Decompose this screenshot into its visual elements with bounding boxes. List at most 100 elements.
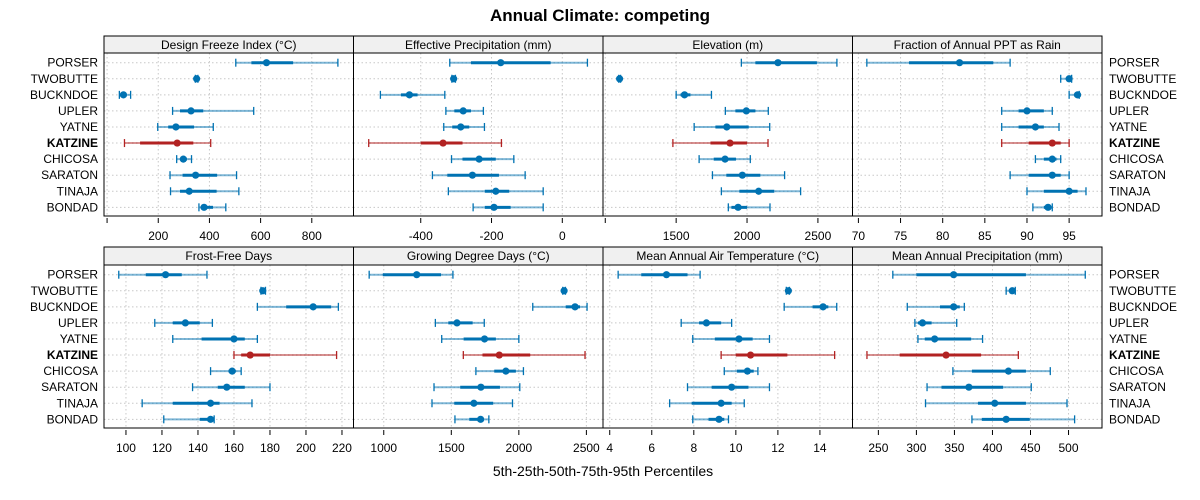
median-point (475, 155, 483, 163)
median-point (1065, 187, 1073, 195)
median-point (955, 59, 964, 67)
site-label-right: TWOBUTTE (1109, 284, 1176, 298)
x-tick-label: 200 (296, 441, 316, 455)
median-point (1048, 171, 1056, 179)
median-point (1044, 203, 1052, 211)
site-label-right: SARATON (1109, 168, 1166, 182)
site-label-right: UPLER (1109, 316, 1149, 330)
x-tick-label: 160 (224, 441, 244, 455)
panel-1: Design Freeze Index (°C) 200 400 600 800 (103, 35, 354, 243)
interval-bondad (971, 415, 1076, 424)
median-point (991, 399, 999, 407)
x-tick-label: -400 (409, 229, 433, 243)
median-point (172, 123, 180, 131)
site-label-left: CHICOSA (43, 152, 98, 166)
interval-chicosa (450, 155, 515, 164)
site-label-left: TWOBUTTE (31, 72, 98, 86)
interval-yatne (157, 122, 214, 131)
median-point (774, 59, 782, 67)
interval-twobutte (560, 286, 568, 295)
interval-yatne (443, 122, 486, 131)
median-point (965, 383, 973, 391)
site-label-left: YATNE (60, 332, 98, 346)
median-point (262, 59, 271, 67)
interval-upler (680, 318, 733, 327)
median-point (918, 319, 927, 327)
x-tick-label: 85 (978, 229, 992, 243)
interval-buckndoe (256, 302, 340, 311)
median-point (662, 271, 671, 279)
median-point (942, 351, 950, 359)
median-point (743, 367, 752, 375)
panel-title: Growing Degree Days (°C) (407, 249, 550, 263)
interval-katzine (672, 139, 769, 148)
interval-twobutte (450, 74, 458, 83)
interval-bondad (198, 203, 227, 212)
panel-border (852, 264, 1103, 429)
interval-bondad (692, 415, 730, 424)
interval-buckndoe (906, 302, 965, 311)
panel-title: Elevation (m) (692, 38, 763, 52)
median-point (1031, 123, 1040, 131)
x-tick-label: 10 (729, 441, 743, 455)
panel-title: Design Freeze Index (°C) (161, 38, 297, 52)
site-label-left: TINAJA (57, 184, 98, 198)
median-point (1048, 139, 1056, 147)
median-point (571, 303, 579, 311)
median-point (453, 319, 461, 327)
median-point (193, 75, 201, 83)
interval-upler (171, 106, 255, 115)
median-point (819, 303, 827, 311)
median-point (413, 271, 421, 279)
x-tick-label: 2000 (734, 229, 761, 243)
interval-yatne (441, 334, 520, 343)
median-point (723, 123, 731, 131)
median-point (490, 203, 498, 211)
median-point (680, 91, 689, 99)
median-point (1048, 155, 1056, 163)
median-point (223, 383, 231, 391)
interval-porser (235, 58, 339, 67)
median-point (477, 415, 485, 423)
median-point (457, 123, 465, 131)
interval-katzine (123, 139, 212, 148)
site-label-right: YATNE (1109, 120, 1147, 134)
interval-tinaja (141, 399, 253, 408)
interval-porser (368, 270, 454, 279)
interval-chicosa (698, 155, 751, 164)
panel-8: Mean Annual Precipitation (mm) 250 300 350 4… (852, 246, 1103, 455)
interval-twobutte (1060, 74, 1073, 83)
interval-tinaja (431, 399, 514, 408)
median-point (405, 91, 414, 99)
x-tick-label: 120 (152, 441, 172, 455)
median-point (228, 367, 236, 375)
site-label-right: TWOBUTTE (1109, 72, 1176, 86)
site-label-left: PORSER (47, 268, 98, 282)
interval-upler (1001, 106, 1053, 115)
median-point (206, 415, 215, 423)
x-tick-label: 2500 (573, 441, 600, 455)
median-point (439, 139, 447, 147)
interval-upler (914, 318, 958, 327)
site-label-right: CHICOSA (1109, 364, 1164, 378)
interval-chicosa (209, 367, 242, 376)
median-point (728, 383, 736, 391)
interval-katzine (1001, 139, 1070, 148)
interval-porser (866, 58, 1011, 67)
median-point (742, 107, 750, 115)
x-tick-label: 2000 (505, 441, 532, 455)
x-tick-label: 4 (606, 441, 613, 455)
x-tick-label: 70 (852, 229, 866, 243)
x-tick-label: 450 (1020, 441, 1040, 455)
median-point (259, 287, 267, 295)
interval-twobutte (615, 74, 624, 83)
site-label-left: BUCKNDOE (30, 300, 98, 314)
interval-porser (118, 270, 208, 279)
site-label-left: BONDAD (47, 412, 99, 426)
site-label-left: TINAJA (57, 396, 98, 410)
median-point (1023, 107, 1031, 115)
interval-tinaja (924, 399, 1068, 408)
median-point (755, 187, 763, 195)
median-point (746, 351, 755, 359)
median-point (1065, 75, 1073, 83)
